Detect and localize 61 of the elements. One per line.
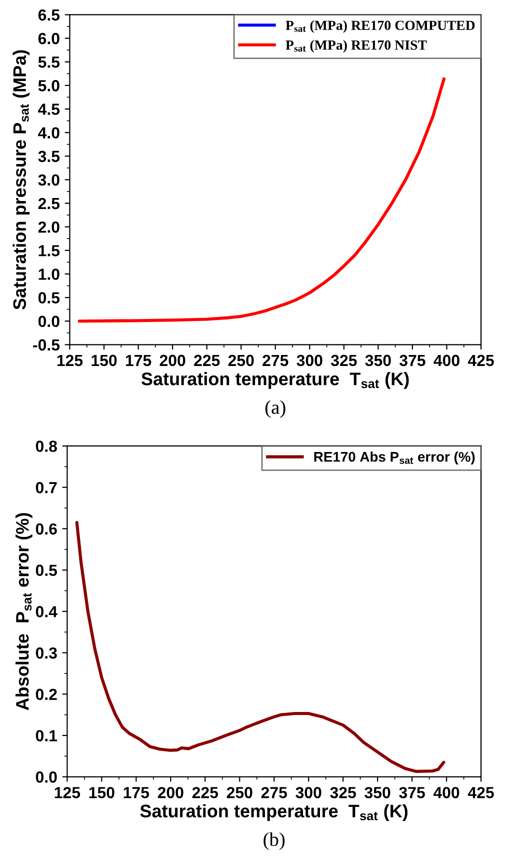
x-tick-label: 250 xyxy=(226,786,252,798)
x-tick-label: 275 xyxy=(262,354,288,366)
y-tick-label: 0.7 xyxy=(36,482,57,494)
y-tick-label: 1.0 xyxy=(38,268,60,280)
x-tick-label: 225 xyxy=(194,354,220,366)
x-tick-label: 425 xyxy=(468,786,494,798)
y-tick-label: 4.5 xyxy=(38,104,60,115)
y-tick-label: 6.5 xyxy=(38,9,60,21)
y-tick-label: 3.0 xyxy=(38,174,60,186)
x-tick-label: 325 xyxy=(330,786,356,798)
x-tick-label: 350 xyxy=(364,786,390,798)
legend-label: RE170 Abs P$_{sat}$ error (%) xyxy=(314,452,475,464)
y-tick-label: 2.0 xyxy=(38,221,60,233)
y-tick-label: 0.5 xyxy=(38,292,60,304)
y-tick-label: 0.3 xyxy=(36,647,57,659)
line-series xyxy=(78,77,446,323)
x-tick-label: 150 xyxy=(89,786,114,798)
x-axis-title: Saturation temperature T$_{sat}$ (K) xyxy=(140,804,408,822)
x-tick-label: 175 xyxy=(126,354,152,366)
x-tick-label: 375 xyxy=(400,354,426,366)
y-tick-label: 0.5 xyxy=(36,564,58,576)
y-tick-label: 0.0 xyxy=(38,316,60,328)
y-tick-label: -0.5 xyxy=(33,339,60,351)
y-tick-label: 5.5 xyxy=(38,56,60,68)
legend-label: P$_{sat}$ (MPa) RE170 NIST xyxy=(286,40,427,53)
x-tick-label: 200 xyxy=(158,786,184,798)
y-tick-label: 6.0 xyxy=(38,32,60,44)
y-tick-label: 5.0 xyxy=(38,80,60,92)
x-tick-label: 125 xyxy=(57,354,83,366)
x-tick-label: 275 xyxy=(261,786,287,798)
y-axis-title: Saturation pressure P$_{sat}$ (MPa) xyxy=(12,50,30,310)
x-tick-label: 400 xyxy=(434,354,460,366)
text: (b) xyxy=(264,832,285,850)
y-tick-label: 0.1 xyxy=(36,730,58,742)
y-tick-label: 0.0 xyxy=(36,771,57,783)
y-tick-label: 1.5 xyxy=(38,245,60,256)
x-tick-label: 325 xyxy=(330,354,357,366)
x-axis-title: Saturation temperature T$_{sat}$ (K) xyxy=(141,372,409,389)
text: (a) xyxy=(265,400,286,418)
x-tick-label: 250 xyxy=(228,354,254,366)
y-tick-label: 2.5 xyxy=(38,198,60,210)
y-tick-label: 0.6 xyxy=(36,523,57,535)
y-axis-title: Absolute P$_{sat}$ error (%) xyxy=(16,513,32,710)
y-tick-label: 0.8 xyxy=(36,440,57,452)
x-tick-label: 375 xyxy=(399,786,425,798)
x-tick-label: 200 xyxy=(160,354,186,366)
x-tick-label: 125 xyxy=(54,786,80,798)
x-tick-label: 425 xyxy=(468,354,494,366)
x-tick-label: 175 xyxy=(124,787,150,798)
x-tick-label: 300 xyxy=(296,786,322,798)
y-tick-label: 0.4 xyxy=(36,606,58,618)
y-tick-label: 3.5 xyxy=(38,150,60,162)
x-tick-label: 350 xyxy=(365,354,391,366)
x-tick-label: 300 xyxy=(296,354,322,366)
x-tick-label: 400 xyxy=(433,786,460,798)
y-tick-label: 4.0 xyxy=(38,127,60,139)
legend-label: P$_{sat}$ (MPa) RE170 COMPUTED xyxy=(286,20,475,33)
x-tick-label: 225 xyxy=(192,786,218,798)
y-tick-label: 0.2 xyxy=(36,688,57,700)
x-tick-label: 150 xyxy=(92,354,117,366)
line-series xyxy=(75,520,446,773)
